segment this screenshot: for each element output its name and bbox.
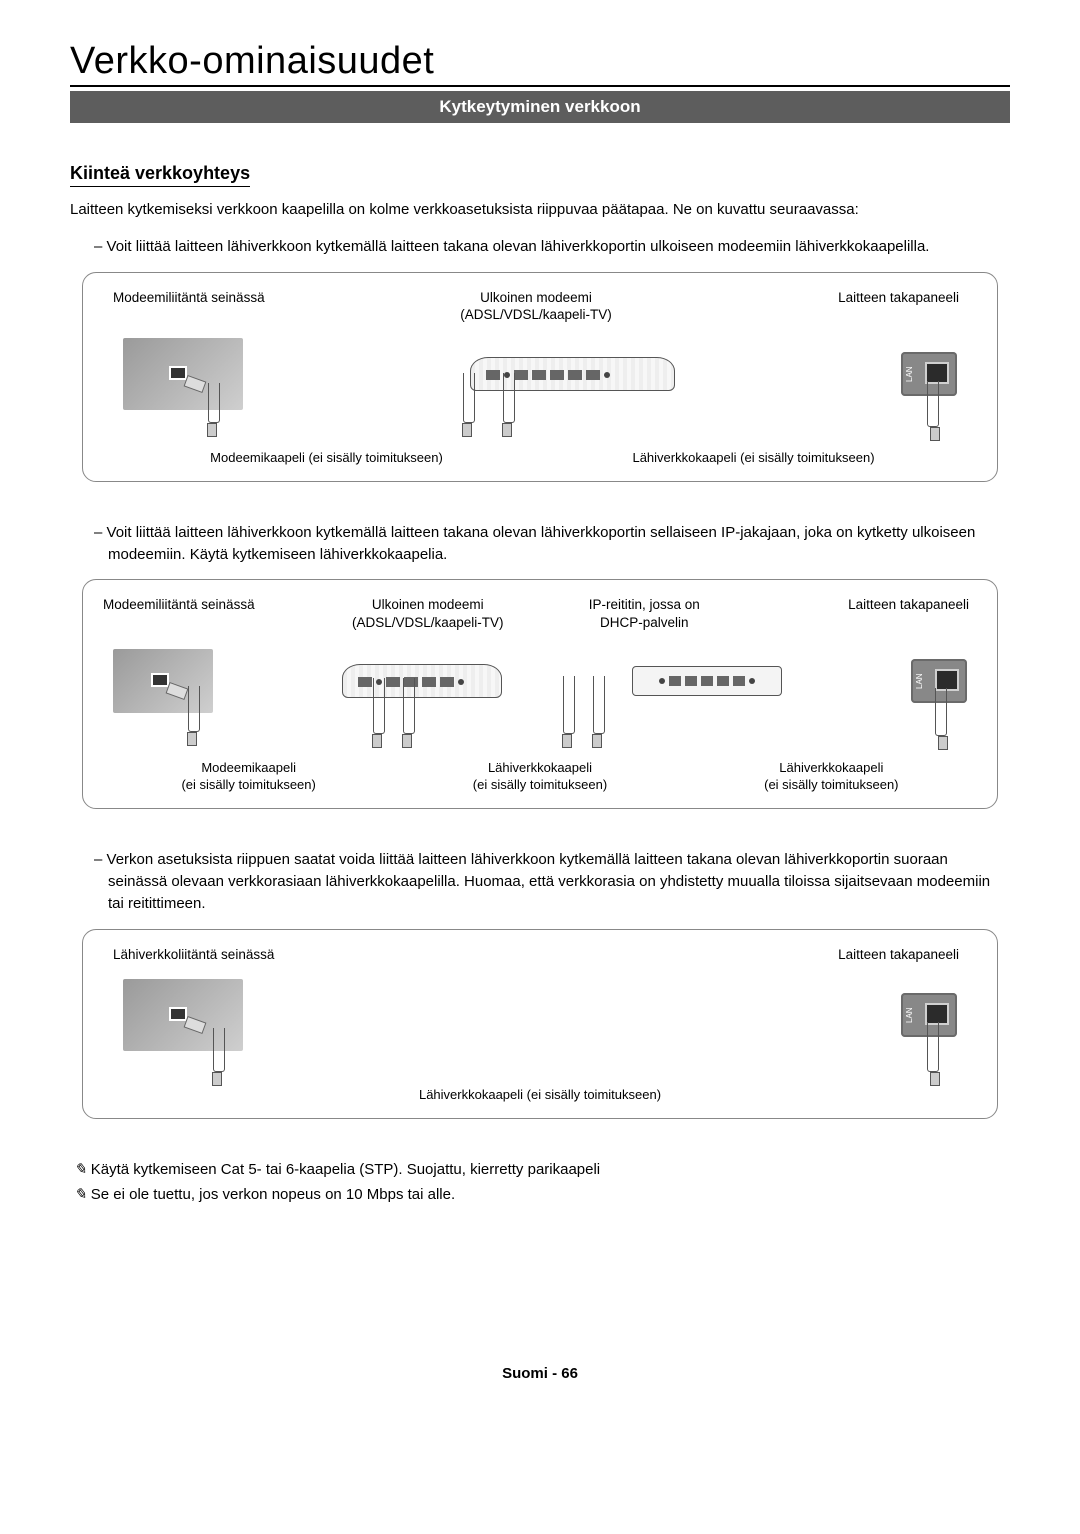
d3-bottom: Lähiverkkokaapeli (ei sisälly toimitukse… bbox=[327, 1087, 754, 1104]
d2-label-modem-l1: Ulkoinen modeemi bbox=[372, 597, 484, 612]
bullet-1: Voit liittää laitteen lähiverkkoon kytke… bbox=[70, 236, 1010, 258]
wired-heading: Kiinteä verkkoyhteys bbox=[70, 163, 250, 187]
diagram-1: Modeemiliitäntä seinässä Ulkoinen modeem… bbox=[82, 272, 998, 482]
d2-label-panel: Laitteen takapaneeli bbox=[753, 596, 978, 631]
d2-label-modem: Ulkoinen modeemi (ADSL/VDSL/kaapeli-TV) bbox=[320, 596, 537, 631]
d2-label-wall: Modeemiliitäntä seinässä bbox=[103, 596, 320, 631]
wired-intro: Laitteen kytkemiseksi verkkoon kaapelill… bbox=[70, 199, 1010, 220]
lan-port-label: LAN bbox=[905, 354, 915, 394]
router-icon bbox=[632, 666, 782, 696]
modem-icon bbox=[342, 664, 502, 698]
d2-label-router-l1: IP-reititin, jossa on bbox=[589, 597, 700, 612]
d2-label-router: IP-reititin, jossa on DHCP-palvelin bbox=[536, 596, 753, 631]
lan-port-label: LAN bbox=[915, 661, 925, 701]
d1-bottom-left: Modeemikaapeli (ei sisälly toimitukseen) bbox=[113, 450, 540, 467]
d1-label-wall: Modeemiliitäntä seinässä bbox=[113, 289, 395, 324]
modem-icon bbox=[470, 357, 675, 391]
d2-b3-l1: Lähiverkkokaapeli bbox=[779, 760, 883, 775]
lan-port-label: LAN bbox=[905, 995, 915, 1035]
d2-b2-l1: Lähiverkkokaapeli bbox=[488, 760, 592, 775]
bullet-3: Verkon asetuksista riippuen saatat voida… bbox=[70, 849, 1010, 914]
diagram-3: Lähiverkkoliitäntä seinässä Laitteen tak… bbox=[82, 929, 998, 1119]
section-bar: Kytkeytyminen verkkoon bbox=[70, 91, 1010, 123]
d1-label-modem-l1: Ulkoinen modeemi bbox=[480, 290, 592, 305]
d1-label-modem: Ulkoinen modeemi (ADSL/VDSL/kaapeli-TV) bbox=[395, 289, 677, 324]
d3-label-wall: Lähiverkkoliitäntä seinässä bbox=[113, 946, 362, 964]
d2-label-modem-l2: (ADSL/VDSL/kaapeli-TV) bbox=[352, 615, 504, 630]
wallplate-icon bbox=[123, 338, 243, 410]
d2-bottom-1: Modeemikaapeli (ei sisälly toimitukseen) bbox=[103, 760, 394, 794]
page-footer: Suomi - 66 bbox=[70, 1365, 1010, 1382]
d2-bottom-3: Lähiverkkokaapeli (ei sisälly toimitukse… bbox=[686, 760, 977, 794]
d2-b1-l1: Modeemikaapeli bbox=[201, 760, 296, 775]
d1-bottom-right: Lähiverkkokaapeli (ei sisälly toimitukse… bbox=[540, 450, 967, 467]
d1-label-panel: Laitteen takapaneeli bbox=[677, 289, 967, 324]
bullet-2: Voit liittää laitteen lähiverkkoon kytke… bbox=[70, 522, 1010, 566]
d2-b1-l2: (ei sisälly toimitukseen) bbox=[181, 777, 315, 792]
d3-label-panel: Laitteen takapaneeli bbox=[710, 946, 967, 964]
d2-b3-l2: (ei sisälly toimitukseen) bbox=[764, 777, 898, 792]
d2-label-router-l2: DHCP-palvelin bbox=[600, 615, 689, 630]
d2-b2-l2: (ei sisälly toimitukseen) bbox=[473, 777, 607, 792]
d2-bottom-2: Lähiverkkokaapeli (ei sisälly toimitukse… bbox=[394, 760, 685, 794]
note-2: Se ei ole tuettu, jos verkon nopeus on 1… bbox=[70, 1184, 1010, 1205]
diagram-2: Modeemiliitäntä seinässä Ulkoinen modeem… bbox=[82, 579, 998, 809]
page-title: Verkko-ominaisuudet bbox=[70, 40, 1010, 87]
note-1: Käytä kytkemiseen Cat 5- tai 6-kaapelia … bbox=[70, 1159, 1010, 1180]
wallplate-icon bbox=[123, 979, 243, 1051]
d1-label-modem-l2: (ADSL/VDSL/kaapeli-TV) bbox=[460, 307, 612, 322]
